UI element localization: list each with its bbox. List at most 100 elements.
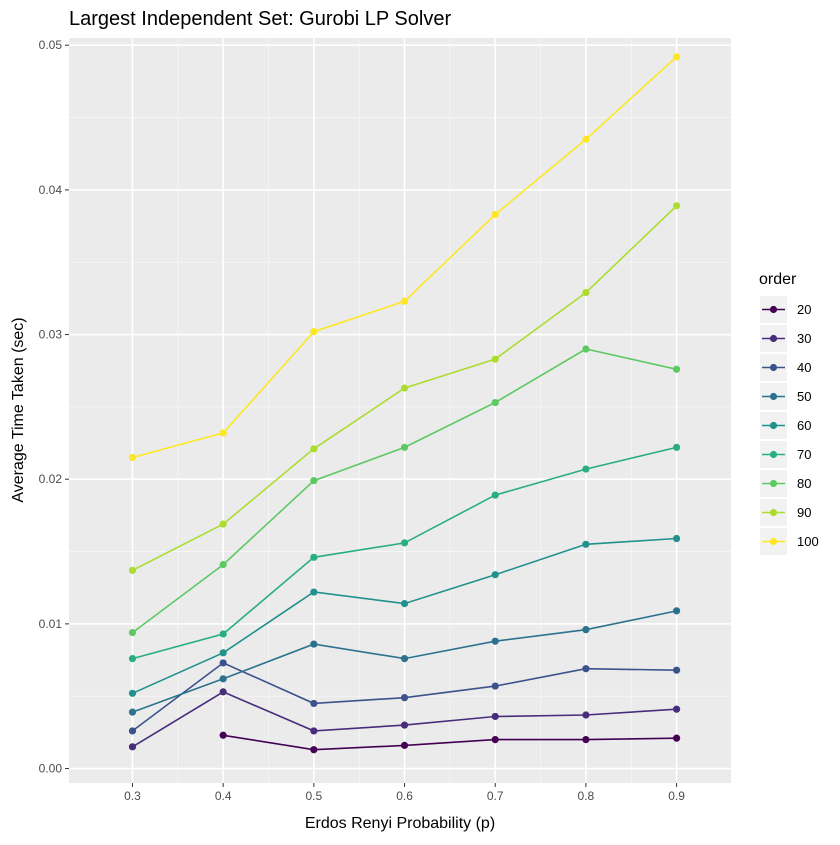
data-point xyxy=(582,135,590,143)
y-tick-label: 0.00 xyxy=(39,762,63,776)
legend-key-point xyxy=(769,537,778,546)
legend-item-100: 100 xyxy=(760,528,819,555)
data-point xyxy=(400,539,409,547)
x-tick-label: 0.7 xyxy=(487,789,504,803)
legend-label: 60 xyxy=(797,418,811,433)
legend-key-point xyxy=(769,450,778,459)
data-point xyxy=(491,210,499,219)
data-point xyxy=(219,630,227,638)
data-point xyxy=(400,654,409,663)
data-point xyxy=(582,345,590,353)
data-point xyxy=(672,705,681,713)
data-point xyxy=(491,398,499,407)
x-tick-label: 0.9 xyxy=(668,789,685,803)
y-axis: 0.00 0.01 0.02 0.03 0.04 0.05 xyxy=(39,38,69,776)
data-point xyxy=(128,628,137,637)
data-point xyxy=(672,443,681,451)
legend-item-20: 20 xyxy=(760,296,811,323)
x-tick-label: 0.8 xyxy=(578,789,595,803)
data-point xyxy=(400,741,409,749)
data-point xyxy=(582,711,590,719)
data-point xyxy=(128,654,137,663)
series-80 xyxy=(128,345,681,637)
x-tick-label: 0.3 xyxy=(124,789,141,803)
data-point xyxy=(219,675,227,683)
legend-key-point xyxy=(769,305,778,314)
legend-label: 70 xyxy=(797,447,811,462)
legend-item-80: 80 xyxy=(760,470,811,497)
legend-label: 30 xyxy=(797,331,811,346)
legend-key-point xyxy=(769,363,778,372)
legend-item-40: 40 xyxy=(760,354,811,381)
legend-label: 100 xyxy=(797,534,819,549)
data-point xyxy=(219,659,227,667)
data-point xyxy=(672,534,681,543)
data-point xyxy=(400,297,409,305)
series-30 xyxy=(128,688,681,751)
legend-key-point xyxy=(769,508,778,517)
data-point xyxy=(582,626,590,634)
data-point xyxy=(400,721,409,729)
data-point xyxy=(491,736,499,744)
data-point xyxy=(310,553,318,561)
series-70 xyxy=(128,443,681,663)
data-point xyxy=(672,365,681,373)
data-point xyxy=(219,429,227,437)
data-point xyxy=(582,465,590,473)
legend-item-50: 50 xyxy=(760,383,811,410)
data-point xyxy=(310,588,318,596)
series-20 xyxy=(219,731,681,754)
data-point xyxy=(128,453,137,462)
legend-label: 50 xyxy=(797,389,811,404)
data-point xyxy=(672,666,681,674)
legend-key-point xyxy=(769,334,778,343)
data-point xyxy=(491,712,499,721)
data-point xyxy=(400,384,409,392)
data-point xyxy=(219,688,227,696)
data-point xyxy=(128,743,137,751)
y-tick-label: 0.05 xyxy=(39,38,63,52)
series-90 xyxy=(128,202,681,574)
x-axis: 0.3 0.4 0.5 0.6 0.7 0.8 0.9 xyxy=(124,783,685,803)
plot-panel xyxy=(69,38,731,783)
major-grid xyxy=(69,38,731,783)
legend-label: 80 xyxy=(797,476,811,491)
legend-key-point xyxy=(769,421,778,430)
y-tick-label: 0.01 xyxy=(39,617,63,631)
legend-key-point xyxy=(769,479,778,488)
legend-item-60: 60 xyxy=(760,412,811,439)
y-tick-label: 0.03 xyxy=(39,328,63,342)
data-point xyxy=(400,443,409,451)
series-40 xyxy=(128,659,681,735)
legend: order 20 30 40 50 60 70 80 90 100 xyxy=(759,271,819,555)
x-axis-title: Erdos Renyi Probability (p) xyxy=(305,815,495,832)
y-axis-title: Average Time Taken (sec) xyxy=(10,317,27,502)
series-60 xyxy=(128,534,681,697)
data-point xyxy=(219,520,227,528)
legend-label: 90 xyxy=(797,505,811,520)
data-point xyxy=(310,640,318,648)
data-point xyxy=(400,694,409,702)
legend-item-70: 70 xyxy=(760,441,811,468)
data-point xyxy=(491,491,499,499)
y-tick-label: 0.04 xyxy=(39,183,63,197)
data-point xyxy=(491,637,499,645)
data-point xyxy=(400,600,409,608)
data-point xyxy=(128,708,137,716)
data-point xyxy=(582,736,590,744)
data-point xyxy=(310,699,318,708)
data-point xyxy=(219,560,227,569)
data-point xyxy=(672,53,681,61)
series-50 xyxy=(128,607,681,716)
data-point xyxy=(219,731,227,739)
x-tick-label: 0.4 xyxy=(215,789,232,803)
legend-label: 40 xyxy=(797,360,811,375)
data-point xyxy=(582,665,590,673)
data-point xyxy=(582,540,590,548)
series-100 xyxy=(128,53,681,462)
data-point xyxy=(219,649,227,657)
data-point xyxy=(310,746,318,754)
legend-title: order xyxy=(759,271,797,288)
